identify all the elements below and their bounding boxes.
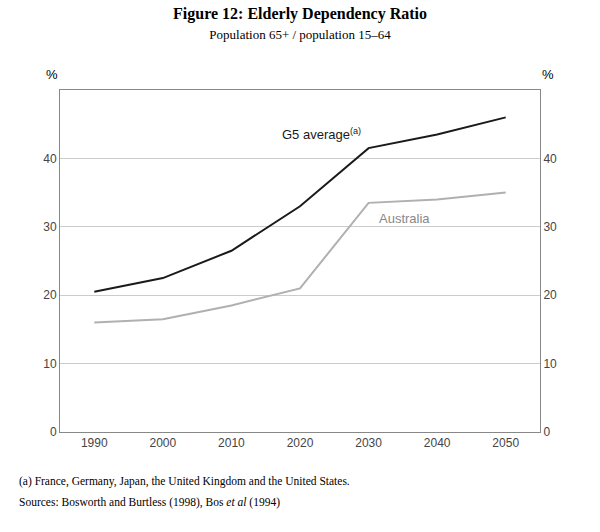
svg-text:40: 40: [43, 152, 57, 166]
svg-text:1990: 1990: [81, 436, 108, 450]
svg-text:2040: 2040: [424, 436, 451, 450]
svg-text:G5 average​(a)​: G5 average​(a)​: [282, 126, 361, 142]
svg-text:Figure 12: Elderly Dependency: Figure 12: Elderly Dependency RatioPopul…: [173, 5, 427, 43]
svg-text:20: 20: [43, 288, 57, 302]
svg-text:30: 30: [43, 220, 57, 234]
svg-text:2020: 2020: [287, 436, 314, 450]
svg-text:(a) France, Germany, Japan, th: (a) France, Germany, Japan, the United K…: [19, 475, 350, 488]
svg-text:0: 0: [50, 425, 57, 439]
svg-text:10: 10: [43, 357, 57, 371]
svg-text:40: 40: [543, 152, 557, 166]
svg-text:Sources: Bosworth and Burtless: Sources: Bosworth and Burtless (1998), B…: [19, 496, 280, 509]
svg-text:2050: 2050: [492, 436, 519, 450]
svg-text:10: 10: [543, 357, 557, 371]
svg-text:30: 30: [543, 220, 557, 234]
svg-text:20: 20: [543, 288, 557, 302]
svg-text:2010: 2010: [218, 436, 245, 450]
svg-text:Australia: Australia: [379, 211, 430, 226]
svg-text:2030: 2030: [355, 436, 382, 450]
svg-text:%: %: [542, 67, 554, 82]
svg-text:%: %: [46, 67, 58, 82]
svg-text:0: 0: [543, 425, 550, 439]
svg-text:2000: 2000: [150, 436, 177, 450]
